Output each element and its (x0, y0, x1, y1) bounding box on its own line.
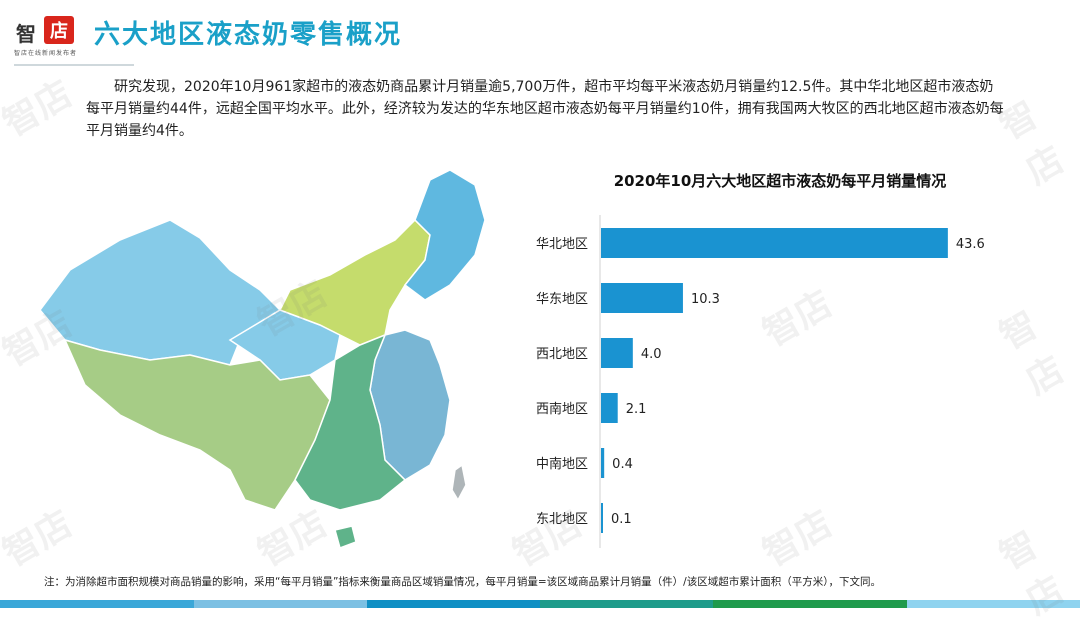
logo-char-zhi: 智 (16, 22, 36, 46)
watermark: 智店 (0, 73, 80, 145)
data-label: 0.4 (612, 457, 633, 472)
data-label: 10.3 (691, 292, 720, 307)
logo-char-dian: 店 (44, 16, 74, 44)
data-label: 43.6 (956, 237, 985, 252)
bar (601, 503, 603, 533)
bottom-bar-seg-5 (712, 600, 908, 608)
chart-title: 2020年10月六大地区超市液态奶每平月销量情况 (613, 172, 947, 190)
map-region-hainan (334, 525, 357, 549)
category-label: 华东地区 (536, 292, 588, 307)
map-region-taiwan (451, 463, 467, 502)
logo-tagline: 智店在线新闻发布者 (14, 50, 78, 57)
data-label: 4.0 (641, 347, 662, 362)
category-label: 东北地区 (536, 512, 588, 527)
category-label: 中南地区 (536, 456, 588, 472)
bottom-bar-seg-4 (539, 600, 713, 608)
bar (601, 228, 948, 258)
category-label: 西南地区 (536, 401, 588, 417)
bar (601, 448, 605, 478)
bar-chart: 华北地区 43.6 华东地区 10.3 西北地区 4.0 西南地区 2.1 中南地区 0.4 东北地… (536, 215, 985, 548)
map-region-central-south (294, 333, 407, 511)
china-region-map (39, 169, 486, 549)
page-title: 六大地区液态奶零售概况 (94, 20, 403, 50)
data-label: 0.1 (611, 512, 632, 527)
category-label: 华北地区 (536, 237, 588, 252)
brand-logo: 智 店 智店在线新闻发布者 (14, 14, 78, 64)
bar (601, 283, 683, 313)
data-label: 2.1 (626, 402, 647, 417)
footnote: 注：为消除超市面积规模对商品销量的影响，采用“每平月销量”指标来衡量商品区域销量… (44, 576, 881, 588)
bottom-bar-seg-3 (367, 600, 540, 608)
bottom-bar-seg-2 (194, 600, 368, 608)
bottom-color-bar (0, 600, 1080, 608)
bar (601, 338, 633, 368)
bottom-bar-seg-6 (907, 600, 1080, 608)
map-region-northeast (403, 169, 486, 301)
category-label: 西北地区 (536, 347, 588, 362)
bar (601, 393, 618, 423)
title-divider (14, 64, 134, 66)
intro-paragraph: 研究发现，2020年10月961家超市的液态奶商品累计月销量逾5,700万件，超… (86, 79, 1004, 139)
bottom-bar-seg-1 (0, 600, 195, 608)
